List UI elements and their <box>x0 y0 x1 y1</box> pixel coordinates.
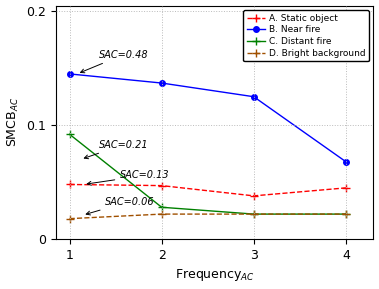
C. Distant fire <box>160 205 164 209</box>
Line: C. Distant fire: C. Distant fire <box>66 130 350 218</box>
Line: B. Near fire: B. Near fire <box>67 71 349 164</box>
C. Distant fire <box>252 212 256 216</box>
B. Near fire <box>160 81 164 85</box>
Text: SAC=0.48: SAC=0.48 <box>81 49 149 73</box>
B. Near fire <box>67 72 72 76</box>
A. Static object <box>343 186 348 190</box>
X-axis label: Frequency$_{AC}$: Frequency$_{AC}$ <box>175 267 255 284</box>
Text: SAC=0.13: SAC=0.13 <box>87 170 170 185</box>
Y-axis label: SMCB$_{AC}$: SMCB$_{AC}$ <box>6 97 21 147</box>
A. Static object <box>160 184 164 187</box>
D. Bright background <box>67 217 72 221</box>
D. Bright background <box>252 212 256 216</box>
C. Distant fire <box>67 133 72 136</box>
A. Static object <box>67 183 72 186</box>
Text: SAC=0.21: SAC=0.21 <box>84 140 149 159</box>
Line: D. Bright background: D. Bright background <box>66 210 350 223</box>
D. Bright background <box>343 212 348 216</box>
D. Bright background <box>160 212 164 216</box>
Legend: A. Static object, B. Near fire, C. Distant fire, D. Bright background: A. Static object, B. Near fire, C. Dista… <box>243 10 369 62</box>
B. Near fire <box>252 95 256 99</box>
Text: SAC=0.06: SAC=0.06 <box>86 197 154 215</box>
Line: A. Static object: A. Static object <box>66 180 350 200</box>
A. Static object <box>252 194 256 198</box>
C. Distant fire <box>343 212 348 216</box>
B. Near fire <box>343 160 348 163</box>
